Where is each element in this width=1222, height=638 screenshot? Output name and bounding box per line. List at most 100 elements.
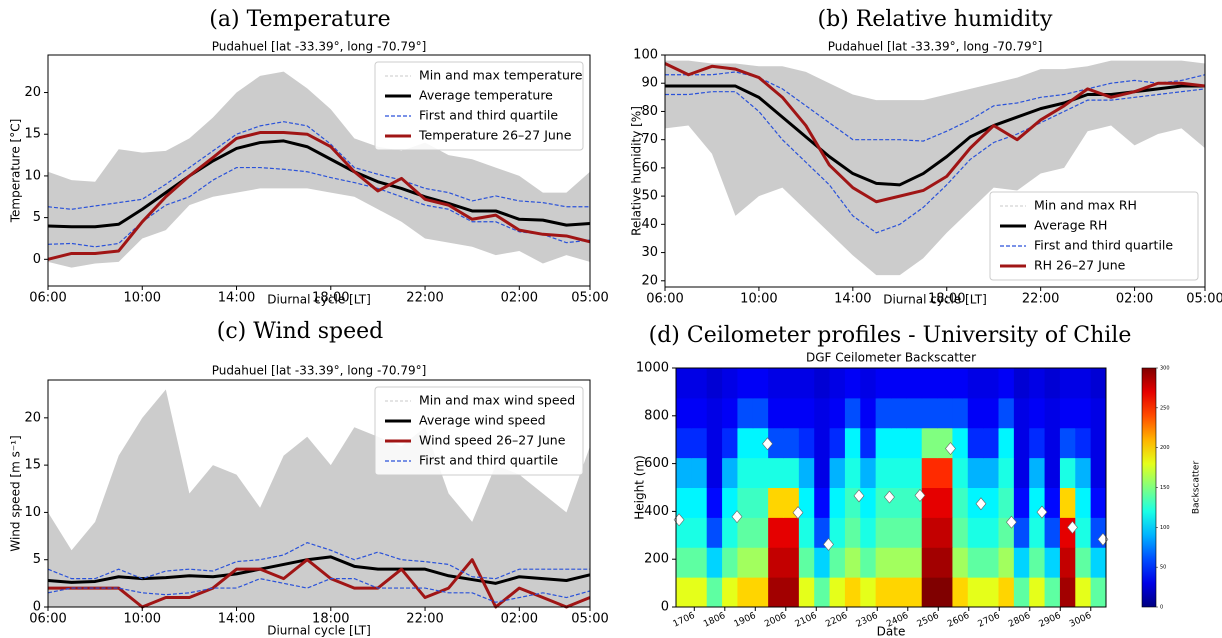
- y-tick-label: 15: [24, 458, 41, 473]
- legend-label: Average wind speed: [419, 413, 546, 428]
- heatmap-cell: [737, 577, 754, 608]
- heatmap-cell: [998, 577, 1015, 608]
- legend-box: [374, 386, 584, 476]
- plot-frame: [675, 367, 1107, 608]
- heatmap-cell: [844, 547, 861, 578]
- heatmap-cell: [829, 487, 846, 518]
- heatmap-cell: [998, 547, 1015, 578]
- diamond-marker: [884, 490, 895, 504]
- x-tick-label: 1806: [702, 611, 727, 630]
- heatmap-cell: [798, 427, 815, 459]
- heatmap-cell: [691, 397, 708, 429]
- heatmap-cell: [814, 577, 831, 608]
- min-max-band: [48, 389, 590, 607]
- y-tick-label: 30: [641, 245, 658, 260]
- heatmap-cell: [967, 427, 984, 459]
- y-axis-label: Relative humidity [%]: [630, 106, 644, 236]
- x-tick-label: 2106: [794, 611, 819, 630]
- heatmap-cell: [952, 427, 969, 459]
- series-line: [664, 62, 1206, 204]
- heatmap-cell: [691, 427, 708, 459]
- y-tick-label: 0: [33, 600, 41, 615]
- heatmap-cell: [1059, 427, 1076, 459]
- heatmap-cell: [937, 547, 953, 578]
- x-axis-label: Diurnal cycle [LT]: [883, 293, 987, 307]
- heatmap-cell: [1075, 577, 1092, 608]
- heatmap-cell: [860, 457, 877, 488]
- heatmap-cell: [983, 487, 999, 518]
- heatmap-cell: [752, 577, 769, 608]
- heatmap-cell: [752, 457, 769, 488]
- heatmap-cell: [906, 517, 923, 548]
- heatmap-cell: [1013, 457, 1030, 488]
- diamond-marker: [1067, 520, 1078, 534]
- heatmap-cell: [967, 577, 984, 608]
- heatmap-cell: [967, 397, 984, 429]
- heatmap-cell: [844, 457, 861, 488]
- heatmap-cell: [829, 368, 846, 399]
- heatmap-cell: [906, 397, 923, 429]
- panel-subtitle: DGF Ceilometer Backscatter: [806, 351, 976, 365]
- heatmap-cell: [737, 397, 754, 429]
- y-tick-label: 10: [24, 168, 41, 183]
- x-tick-label: 02:00: [1116, 292, 1153, 307]
- heatmap-cell: [983, 577, 999, 608]
- heatmap-cell: [1075, 368, 1092, 399]
- heatmap-cell: [891, 577, 907, 608]
- heatmap-cell: [722, 487, 738, 518]
- y-tick-label: 600: [644, 456, 669, 471]
- legend-label: Min and max wind speed: [419, 393, 575, 408]
- y-tick-label: 80: [641, 104, 658, 119]
- heatmap-cell: [983, 397, 999, 429]
- heatmap-cell: [1044, 577, 1061, 608]
- x-tick-label: 05:00: [1186, 292, 1222, 307]
- heatmap-cell: [952, 368, 969, 399]
- y-tick-label: 40: [641, 217, 658, 232]
- y-tick-label: 20: [24, 85, 41, 100]
- colorbar-tick-label: 50: [1160, 565, 1166, 571]
- heatmap-cell: [706, 487, 723, 518]
- heatmap-cell: [1044, 487, 1061, 518]
- x-tick-label: 22:00: [1022, 292, 1059, 307]
- heatmap-cell: [829, 577, 846, 608]
- heatmap-cell: [891, 397, 907, 429]
- plot-area: [47, 389, 591, 609]
- heatmap-cell: [676, 397, 692, 429]
- colorbar: [1141, 367, 1157, 608]
- heatmap-cell: [1059, 368, 1076, 399]
- heatmap-cell: [1059, 457, 1076, 488]
- legend-label: Wind speed 26–27 June: [419, 433, 566, 448]
- heatmap-cell: [967, 457, 984, 488]
- heatmap-cell: [722, 547, 738, 578]
- x-tick-label: 2206: [824, 611, 849, 630]
- series-line: [47, 555, 591, 585]
- series-line: [47, 131, 591, 261]
- heatmap-cell: [1075, 457, 1092, 488]
- heatmap-cell: [814, 457, 831, 488]
- heatmap: [676, 368, 1107, 608]
- x-tick-label: 2006: [763, 611, 788, 630]
- heatmap-cell: [722, 517, 738, 548]
- heatmap-cell: [676, 487, 692, 518]
- x-tick-label: 02:00: [501, 612, 538, 627]
- x-axis-label: Diurnal cycle [LT]: [267, 293, 371, 307]
- heatmap-cell: [921, 577, 938, 608]
- panel-subtitle: Pudahuel [lat -33.39°, long -70.79°]: [828, 40, 1043, 54]
- y-tick-label: 70: [641, 132, 658, 147]
- heatmap-cell: [998, 457, 1015, 488]
- heatmap-cell: [1075, 397, 1092, 429]
- panel-subtitle: Pudahuel [lat -33.39°, long -70.79°]: [212, 364, 427, 378]
- heatmap-cell: [952, 397, 969, 429]
- heatmap-cell: [798, 397, 815, 429]
- x-tick-label: 14:00: [834, 292, 871, 307]
- colorbar-tick-label: 200: [1160, 445, 1170, 451]
- heatmap-cell: [860, 547, 877, 578]
- heatmap-cell: [798, 517, 815, 548]
- heatmap-cell: [752, 487, 769, 518]
- heatmap-cell: [768, 397, 784, 429]
- heatmap-cell: [952, 547, 969, 578]
- heatmap-cell: [860, 397, 877, 429]
- heatmap-cell: [676, 577, 692, 608]
- heatmap-cell: [1075, 427, 1092, 459]
- x-tick-label: 10:00: [740, 292, 777, 307]
